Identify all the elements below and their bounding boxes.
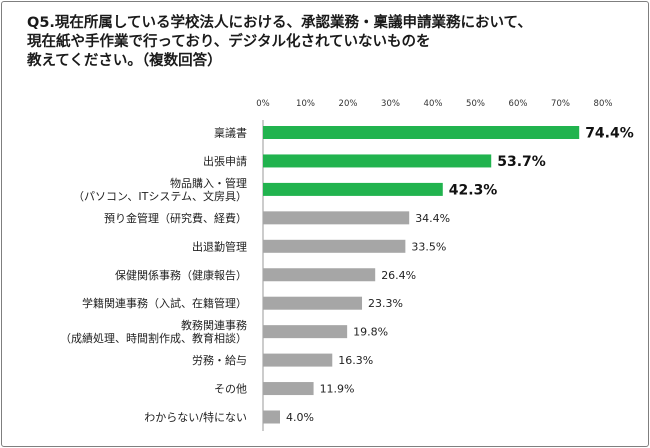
value-label: 42.3%	[449, 182, 498, 198]
bar	[263, 382, 314, 396]
category-label: 労務・給与	[192, 353, 247, 367]
value-label: 74.4%	[585, 126, 634, 142]
value-label: 23.3%	[368, 297, 403, 310]
x-tick-label: 50%	[466, 99, 485, 109]
category-label: 稟議書	[214, 126, 247, 140]
value-labels: 74.4% 53.7% 42.3% 34.4% 33.5% 26.4% 23.3% 19.8%…	[286, 126, 634, 425]
category-label: その他	[214, 383, 247, 396]
bar	[263, 211, 410, 225]
category-label: 教務関連事務（成績処理、時間割作成、教育相談）	[60, 318, 247, 345]
x-tick-label: 10%	[296, 99, 315, 109]
x-axis-ticks: 0% 10% 20% 30% 40% 50% 60% 70% 80%	[256, 99, 612, 109]
bar	[263, 154, 492, 168]
category-label: 学籍関連事務（入試、在籍管理）	[82, 296, 247, 310]
bars	[263, 126, 580, 424]
value-label: 53.7%	[497, 154, 546, 170]
x-tick-label: 40%	[424, 99, 443, 109]
bar	[263, 126, 580, 139]
value-label: 26.4%	[381, 269, 416, 282]
category-label: わからない/特にない	[144, 410, 247, 424]
bar	[263, 239, 406, 253]
x-tick-label: 20%	[339, 99, 358, 109]
value-label: 33.5%	[411, 240, 446, 253]
x-tick-label: 30%	[381, 99, 400, 109]
x-tick-label: 80%	[594, 99, 613, 109]
bar	[263, 182, 443, 196]
value-label: 11.9%	[320, 383, 355, 396]
category-label: 出張申請	[203, 154, 247, 168]
value-label: 4.0%	[286, 411, 314, 424]
chart-title: Q5.現在所属している学校法人における、承認業務・稟議申請業務において、 現在紙…	[27, 15, 532, 69]
x-tick-label: 70%	[551, 99, 570, 109]
x-tick-label: 60%	[509, 99, 528, 109]
value-label: 19.8%	[353, 326, 388, 339]
category-label: 預り金管理（研究費、経費）	[104, 211, 247, 225]
bar	[263, 268, 376, 282]
value-label: 34.4%	[415, 212, 450, 225]
value-label: 16.3%	[338, 354, 373, 367]
bar	[263, 353, 333, 367]
bar	[263, 296, 363, 310]
category-label: 保健関係事務（健康報告）	[115, 268, 247, 282]
category-label: 物品購入・管理（パソコン、ITシステム、文房具）	[73, 176, 247, 203]
x-tick-label: 0%	[256, 99, 270, 109]
bar	[263, 325, 348, 339]
bar	[263, 410, 280, 424]
category-label: 出退勤管理	[192, 239, 247, 253]
